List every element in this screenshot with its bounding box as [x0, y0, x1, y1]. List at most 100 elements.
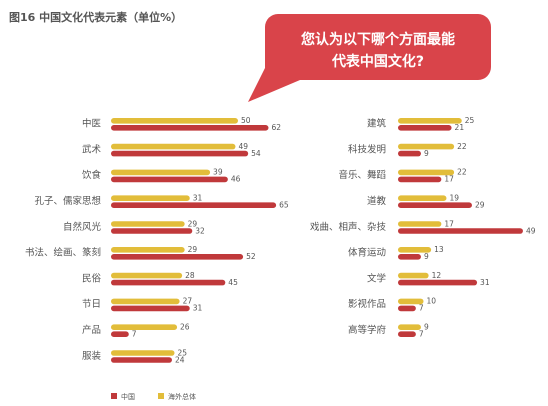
- value-label: 31: [480, 278, 490, 287]
- category-label: 文学: [367, 272, 386, 284]
- category-label: 戏曲、相声、杂技: [310, 221, 387, 233]
- value-label: 7: [419, 304, 424, 313]
- category-row: 戏曲、相声、杂技 17 49: [310, 219, 536, 235]
- category-row: 民俗 28 45: [82, 271, 238, 287]
- figure-title: 图16 中国文化代表元素（单位%）: [9, 10, 182, 24]
- value-label: 62: [271, 123, 281, 132]
- bar: [398, 254, 421, 260]
- category-row: 影视作品 107: [348, 297, 436, 313]
- value-label: 28: [185, 271, 195, 280]
- category-label: 节日: [82, 299, 101, 310]
- category-row: 书法、绘画、篆刻 29 52: [25, 245, 256, 261]
- value-label: 22: [457, 142, 467, 151]
- bar: [398, 247, 432, 253]
- legend: 中国 海外总体: [111, 392, 196, 401]
- category-label: 书法、绘画、篆刻: [25, 247, 101, 259]
- bar: [111, 150, 249, 157]
- bar: [398, 305, 416, 312]
- bubble-tail: [248, 62, 300, 102]
- category-row: 文学 12 31: [367, 271, 490, 287]
- value-label: 17: [444, 219, 454, 228]
- category-row: 高等学府 97: [348, 323, 429, 339]
- value-label: 21: [455, 123, 465, 132]
- bar: [398, 272, 429, 279]
- bar: [111, 324, 178, 330]
- value-label: 32: [195, 226, 205, 235]
- value-label: 31: [193, 304, 203, 313]
- category-label: 饮食: [82, 169, 102, 181]
- legend-swatch-overseas: [158, 393, 164, 399]
- value-label: 39: [213, 168, 223, 177]
- bar: [398, 279, 478, 286]
- value-label: 50: [241, 116, 251, 125]
- bar: [111, 195, 190, 201]
- category-label: 产品: [82, 324, 101, 336]
- category-row: 体育运动 13 9: [348, 245, 444, 261]
- bar: [398, 331, 416, 337]
- bar: [398, 150, 421, 157]
- bubble-box: [265, 14, 491, 80]
- category-label: 服装: [82, 350, 102, 362]
- category-row: 道教 19 29: [367, 194, 485, 210]
- category-label: 民俗: [82, 272, 102, 284]
- bar: [111, 143, 236, 150]
- category-label: 建筑: [367, 118, 387, 130]
- bar: [398, 324, 421, 330]
- value-label: 27: [183, 297, 193, 306]
- category-label: 体育运动: [348, 247, 386, 259]
- question-bubble: 您认为以下哪个方面最能 代表中国文化?: [248, 14, 491, 102]
- value-label: 29: [188, 219, 198, 228]
- legend-label-china: 中国: [121, 392, 135, 401]
- category-label: 影视作品: [348, 298, 386, 310]
- bar: [111, 118, 238, 124]
- bubble-line-2: 代表中国文化?: [331, 53, 424, 70]
- bar: [111, 228, 193, 234]
- value-label: 25: [178, 348, 188, 357]
- category-row: 饮食 39 46: [82, 168, 241, 184]
- value-label: 17: [444, 175, 454, 184]
- bar: [111, 221, 185, 227]
- value-label: 26: [180, 323, 190, 332]
- value-label: 65: [279, 201, 289, 210]
- category-label: 科技发明: [348, 143, 386, 155]
- bar: [398, 143, 455, 150]
- category-row: 科技发明 22 9: [348, 142, 467, 158]
- bar: [111, 254, 244, 260]
- bar: [111, 350, 175, 356]
- value-label: 9: [424, 252, 429, 261]
- value-label: 29: [188, 245, 198, 254]
- bar: [111, 272, 183, 279]
- value-label: 12: [432, 271, 442, 280]
- category-label: 音乐、舞蹈: [338, 169, 386, 181]
- value-label: 9: [424, 323, 429, 332]
- bar: [111, 279, 226, 286]
- bar: [111, 247, 185, 253]
- bar: [398, 221, 442, 227]
- bar: [111, 331, 129, 337]
- legend-swatch-china: [111, 393, 117, 399]
- value-label: 9: [424, 149, 429, 158]
- bar: [398, 169, 455, 176]
- category-label: 道教: [367, 195, 387, 207]
- bar: [111, 202, 277, 208]
- bubble-line-1: 您认为以下哪个方面最能: [301, 31, 455, 48]
- value-label: 49: [526, 226, 536, 235]
- bar: [398, 176, 442, 183]
- category-label: 中医: [82, 118, 102, 130]
- value-label: 25: [465, 116, 475, 125]
- value-label: 22: [457, 168, 467, 177]
- value-label: 45: [228, 278, 238, 287]
- bar: [111, 169, 211, 176]
- category-label: 高等学府: [348, 324, 387, 336]
- category-label: 自然风光: [63, 221, 102, 233]
- bar: [398, 228, 523, 234]
- value-label: 13: [434, 245, 444, 254]
- bar: [111, 298, 180, 305]
